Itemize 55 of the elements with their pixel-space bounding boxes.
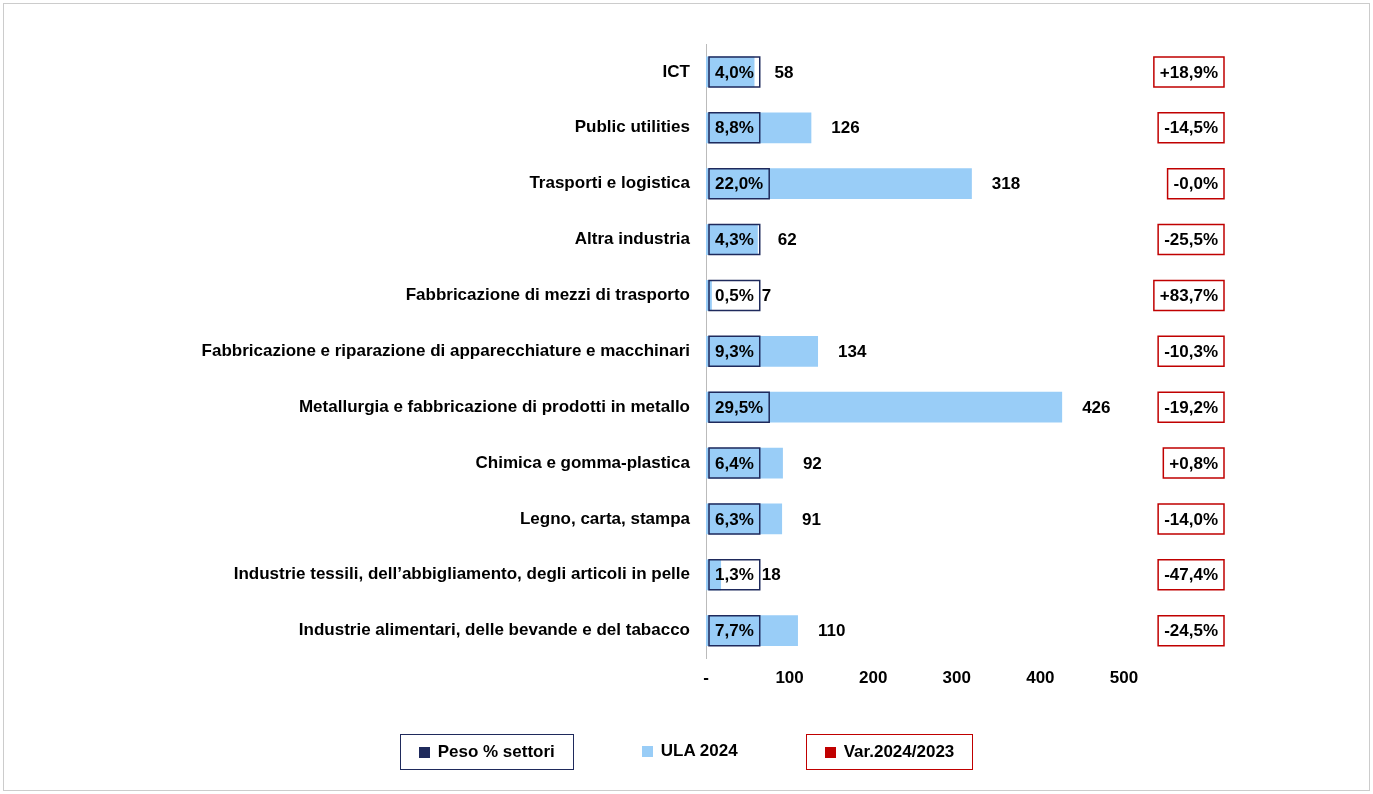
text: 29,5% [715, 397, 764, 417]
data-label: 62 [777, 230, 797, 250]
data-label: 110 [817, 621, 846, 641]
text: -14,5% [1164, 118, 1219, 138]
text: 0,5% [715, 286, 754, 306]
y-tick-label: Industrie tessili, dell’abbigliamento, degli articoli in pelle [233, 564, 690, 584]
data-label: 126 [831, 118, 860, 138]
text: 6,3% [715, 509, 754, 529]
y-tick-label: ICT [662, 61, 691, 81]
y-tick-label: Industrie alimentari, delle bevande e del tabacco [298, 620, 690, 640]
legend-label: Var.2024/2023 [843, 742, 955, 762]
data-label: 426 [1082, 397, 1111, 417]
text: 6,4% [715, 453, 754, 473]
data-label: 58 [774, 62, 794, 82]
y-tick-label: Metallurgia e fabbricazione di prodotti in metallo [298, 396, 690, 416]
y-tick-label: Fabbricazione di mezzi di trasporto [405, 285, 690, 305]
data-label: 134 [838, 341, 867, 361]
data-label: 92 [802, 453, 822, 473]
x-tick-label: 200 [859, 668, 888, 688]
text: -47,4% [1164, 565, 1219, 585]
data-label: 91 [802, 509, 821, 529]
text: -0,0% [1173, 174, 1219, 194]
y-tick-label: Trasporti e logistica [529, 173, 691, 193]
bar [706, 168, 972, 200]
text: +83,7% [1159, 286, 1219, 306]
y-tick-label: Altra industria [574, 229, 691, 249]
text: 7,7% [715, 621, 754, 641]
y-tick-label: Legno, carta, stampa [519, 508, 691, 528]
legend-label: ULA 2024 [660, 741, 738, 761]
y-tick-label: Fabbricazione e riparazione di apparecchiature e macchinari [201, 340, 690, 360]
text: -25,5% [1164, 230, 1219, 250]
text: +0,8% [1169, 453, 1219, 473]
text: -24,5% [1164, 621, 1219, 641]
text: -19,2% [1164, 397, 1219, 417]
data-label: 318 [991, 174, 1021, 194]
text: -14,0% [1164, 509, 1219, 529]
text: -10,3% [1164, 341, 1219, 361]
x-tick-label: 500 [1109, 668, 1139, 688]
y-tick-label: Chimica e gomma-plastica [475, 452, 691, 472]
text: 4,0% [715, 62, 754, 82]
text: 9,3% [715, 341, 754, 361]
text: 22,0% [715, 174, 764, 194]
text: 8,8% [715, 118, 754, 138]
x-tick-label: 400 [1026, 668, 1055, 688]
text: 1,3% [715, 565, 754, 585]
text: +18,9% [1159, 62, 1219, 82]
x-tick-label: - [703, 668, 709, 688]
bar [706, 391, 1063, 423]
data-label: 18 [761, 565, 781, 585]
x-tick-label: 300 [942, 668, 971, 688]
x-tick-label: 100 [775, 668, 804, 688]
y-tick-label: Public utilities [574, 117, 690, 137]
text: 4,3% [715, 230, 754, 250]
legend-label: Peso % settori [437, 742, 555, 762]
data-label: 7 [761, 286, 772, 306]
